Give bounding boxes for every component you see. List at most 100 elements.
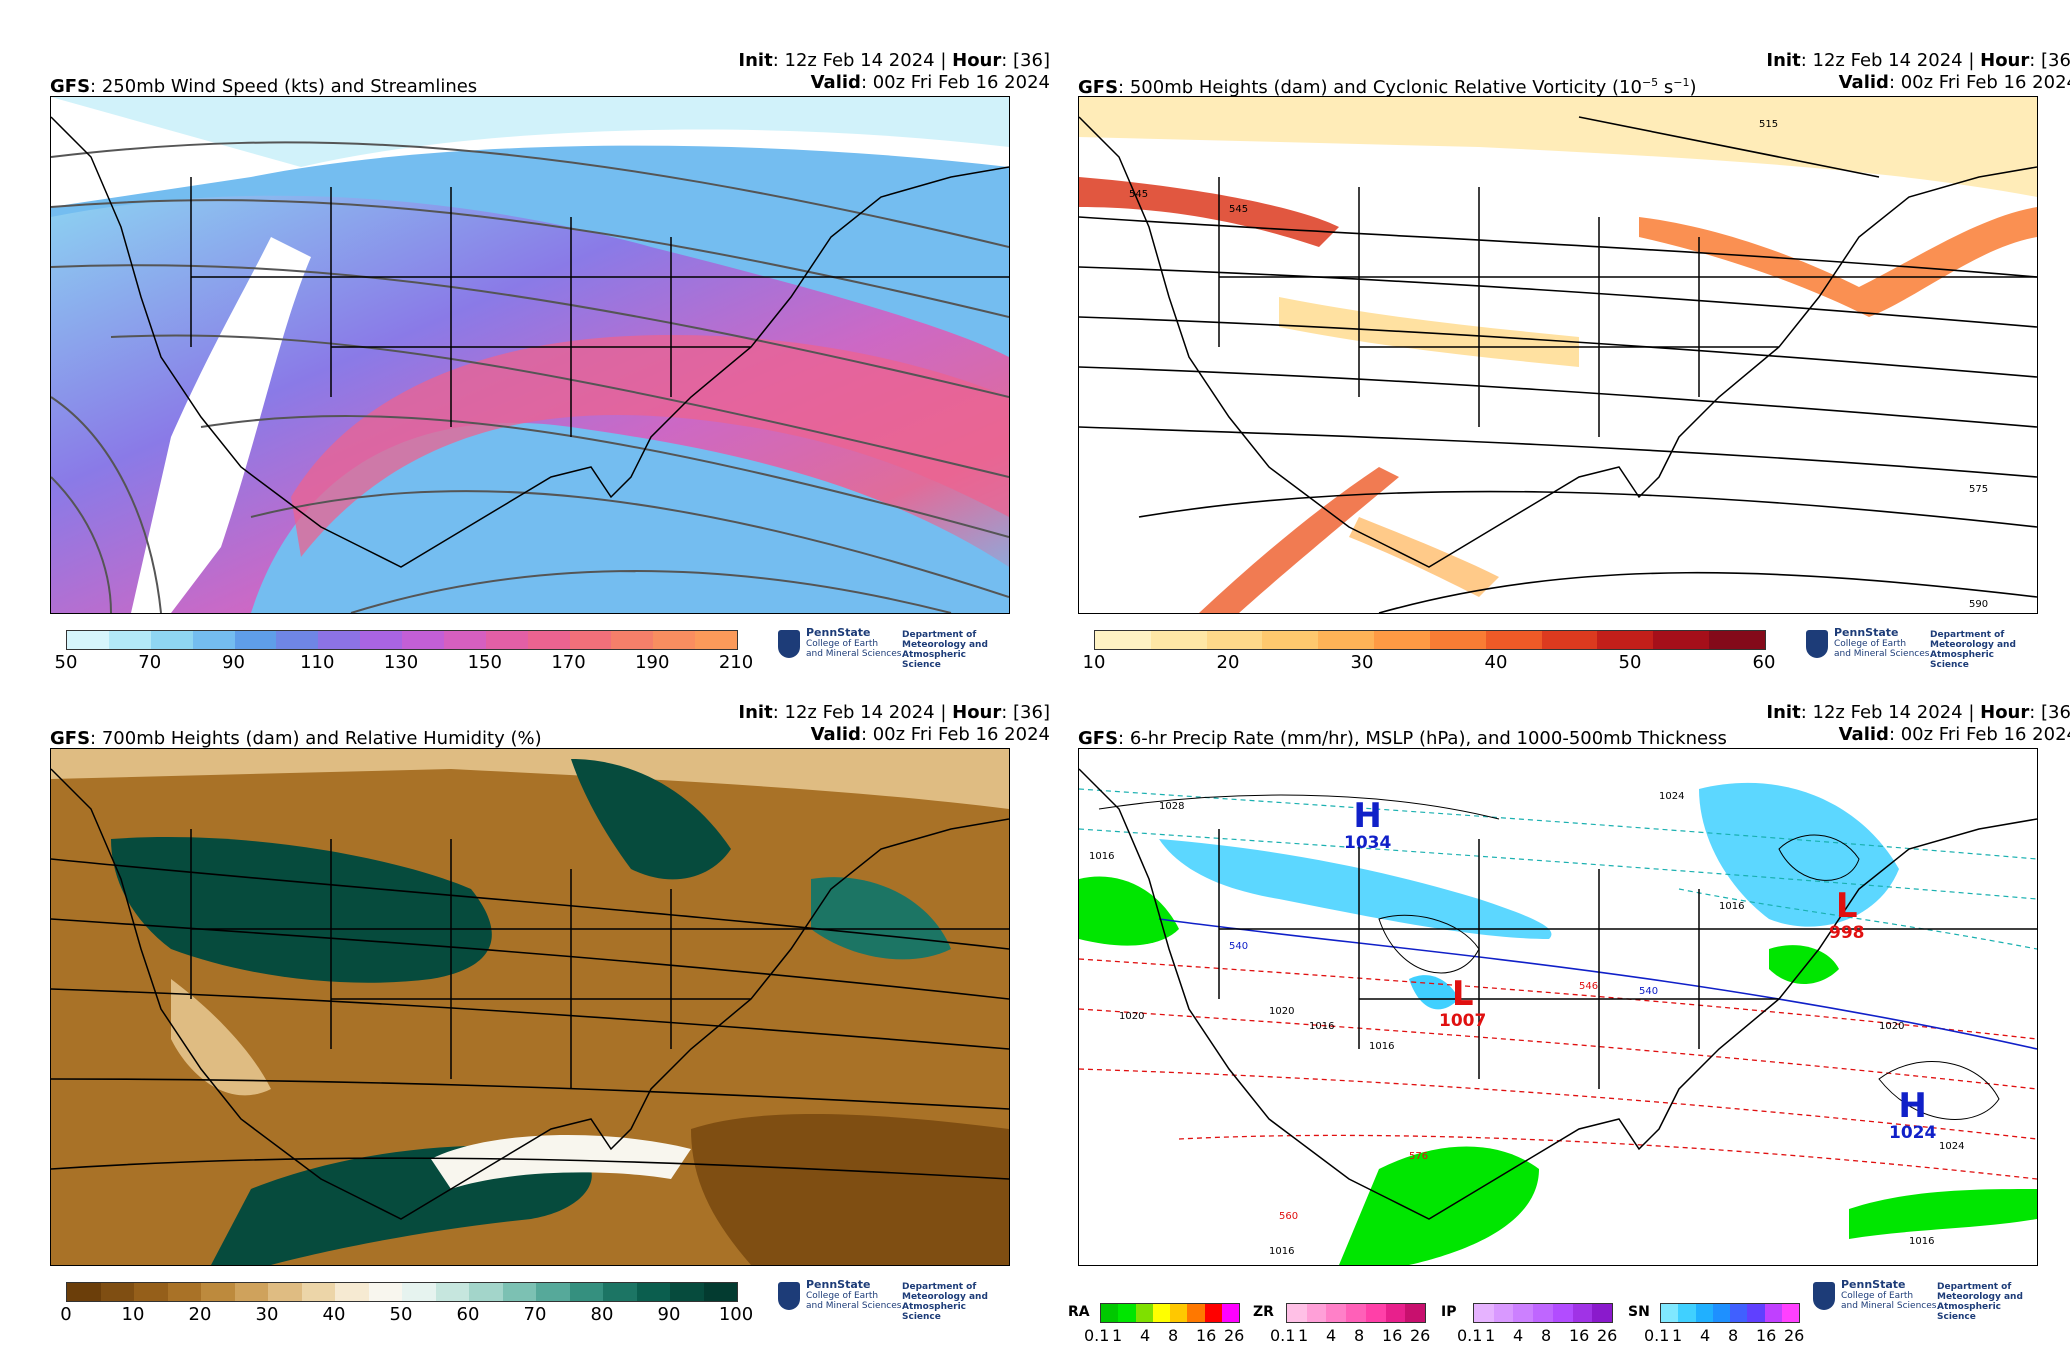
low-pressure-marker: L 998 <box>1829 886 1865 943</box>
colorbar-tick-label: 190 <box>635 652 670 673</box>
legend-snow-bar <box>1660 1303 1800 1323</box>
precip-swatch <box>1678 1304 1696 1322</box>
precip-swatch <box>1764 1304 1782 1322</box>
panel-title: GFS: 500mb Heights (dam) and Cyclonic Re… <box>1078 76 1697 98</box>
colorbar-swatch <box>1318 631 1375 649</box>
colorbar-swatch <box>1095 631 1151 649</box>
isobar-label: 1020 <box>1269 1006 1294 1017</box>
precip-tick-label: 1 <box>1298 1326 1309 1345</box>
precip-swatch <box>1187 1304 1205 1322</box>
precip-tick-label: 0.1 <box>1084 1326 1110 1345</box>
precip-swatch <box>1118 1304 1136 1322</box>
colorbar-swatch <box>268 1283 302 1301</box>
colorbar-wind-speed <box>66 630 738 650</box>
colorbar-vorticity <box>1094 630 1766 650</box>
map-precip: 1028 1024 1016 1016 1020 1020 1024 1016 … <box>1078 748 2038 1266</box>
colorbar-swatch <box>603 1283 637 1301</box>
lion-shield-icon <box>1806 630 1828 658</box>
precip-tick-label: 4 <box>1326 1326 1337 1345</box>
colorbar-swatch <box>335 1283 369 1301</box>
colorbar-tick-label: 70 <box>523 1304 547 1325</box>
precip-swatch <box>1572 1304 1593 1322</box>
precip-swatch <box>1474 1304 1494 1322</box>
colorbar-swatch <box>234 631 277 649</box>
colorbar-swatch <box>1262 631 1319 649</box>
colorbar-tick-label: 30 <box>1350 652 1374 673</box>
precip-swatch <box>1781 1304 1799 1322</box>
colorbar-swatch <box>150 631 193 649</box>
map-250mb <box>50 96 1010 614</box>
panel-title: GFS: 250mb Wind Speed (kts) and Streamli… <box>50 76 478 97</box>
lion-shield-icon <box>778 1282 800 1310</box>
isobar-label: 1016 <box>1719 901 1744 912</box>
legend-sleet-label: IP <box>1441 1304 1457 1320</box>
init-line: Init: 12z Feb 14 2024 | Hour: [36] <box>738 50 1050 71</box>
precip-swatch <box>1747 1304 1765 1322</box>
precip-swatch <box>1204 1304 1222 1322</box>
precip-swatch <box>1346 1304 1366 1322</box>
isobar-label: 1028 <box>1159 801 1184 812</box>
colorbar-ticks: 0 10 20 30 40 50 60 70 80 90 100 <box>60 1304 753 1326</box>
precip-tick-label: 1 <box>1112 1326 1123 1345</box>
precip-tick-label: 4 <box>1700 1326 1711 1345</box>
colorbar-swatch <box>485 631 528 649</box>
legend-sleet-bar <box>1473 1303 1613 1323</box>
colorbar-swatch <box>100 1283 134 1301</box>
colorbar-swatch <box>1597 631 1654 649</box>
colorbar-swatch <box>67 1283 101 1301</box>
precip-tick-label: 0.1 <box>1457 1326 1483 1345</box>
thickness-label: 560 <box>1279 1211 1298 1222</box>
pennstate-logo: PennState College of Earth and Mineral Sci… <box>778 1279 998 1322</box>
colorbar-swatch <box>569 631 612 649</box>
precip-swatch <box>1405 1304 1426 1322</box>
colorbar-tick-label: 0 <box>60 1304 72 1325</box>
thickness-label: 540 <box>1229 941 1248 952</box>
precip-tick-label: 0.1 <box>1644 1326 1670 1345</box>
isobar-label: 1016 <box>1269 1246 1294 1257</box>
pennstate-logo: PennState College of Earth and Mineral Sci… <box>778 627 998 670</box>
map-700mb <box>50 748 1010 1266</box>
colorbar-swatch <box>502 1283 536 1301</box>
colorbar-swatch <box>536 1283 570 1301</box>
colorbar-swatch <box>276 631 319 649</box>
colorbar-swatch <box>67 631 109 649</box>
precip-tick-label: 8 <box>1541 1326 1552 1345</box>
colorbar-swatch <box>695 631 737 649</box>
high-pressure-marker: H 1034 <box>1344 796 1392 853</box>
legend-rain-label: RA <box>1068 1304 1090 1320</box>
colorbar-swatch <box>402 631 444 649</box>
valid-line: Valid: 00z Fri Feb 16 2024 <box>810 724 1050 745</box>
lion-shield-icon <box>1813 1282 1835 1310</box>
precip-swatch <box>1592 1304 1613 1322</box>
colorbar-swatch <box>1206 631 1263 649</box>
colorbar-tick-label: 110 <box>300 652 335 673</box>
colorbar-tick-label: 90 <box>222 652 245 673</box>
precip-swatch <box>1287 1304 1307 1322</box>
precip-swatch <box>1513 1304 1534 1322</box>
colorbar-tick-label: 80 <box>590 1304 614 1325</box>
colorbar-tick-label: 170 <box>551 652 586 673</box>
precip-swatch <box>1101 1304 1119 1322</box>
colorbar-swatch <box>402 1283 436 1301</box>
legend-rain-bar <box>1100 1303 1240 1323</box>
colorbar-tick-label: 130 <box>383 652 419 673</box>
colorbar-swatch <box>108 631 151 649</box>
colorbar-swatch <box>670 1283 704 1301</box>
colorbar-swatch <box>1374 631 1430 649</box>
colorbar-swatch <box>469 1283 503 1301</box>
precip-tick-label: 16 <box>1196 1326 1217 1345</box>
colorbar-swatch <box>636 1283 670 1301</box>
colorbar-swatch <box>134 1283 168 1301</box>
precip-swatch <box>1221 1304 1239 1322</box>
colorbar-ticks: 10 20 30 40 50 60 <box>1083 652 1776 674</box>
colorbar-swatch <box>1485 631 1542 649</box>
isobar-label: 1016 <box>1369 1041 1394 1052</box>
contour-label: 515 <box>1759 119 1778 130</box>
valid-line: Valid: 00z Fri Feb 16 2024 <box>1838 724 2070 745</box>
colorbar-swatch <box>611 631 654 649</box>
thickness-label: 540 <box>1639 986 1658 997</box>
isobar-label: 1016 <box>1909 1236 1934 1247</box>
colorbar-swatch <box>435 1283 469 1301</box>
high-pressure-marker: H 1024 <box>1889 1086 1937 1143</box>
valid-line: Valid: 00z Fri Feb 16 2024 <box>1838 72 2070 93</box>
